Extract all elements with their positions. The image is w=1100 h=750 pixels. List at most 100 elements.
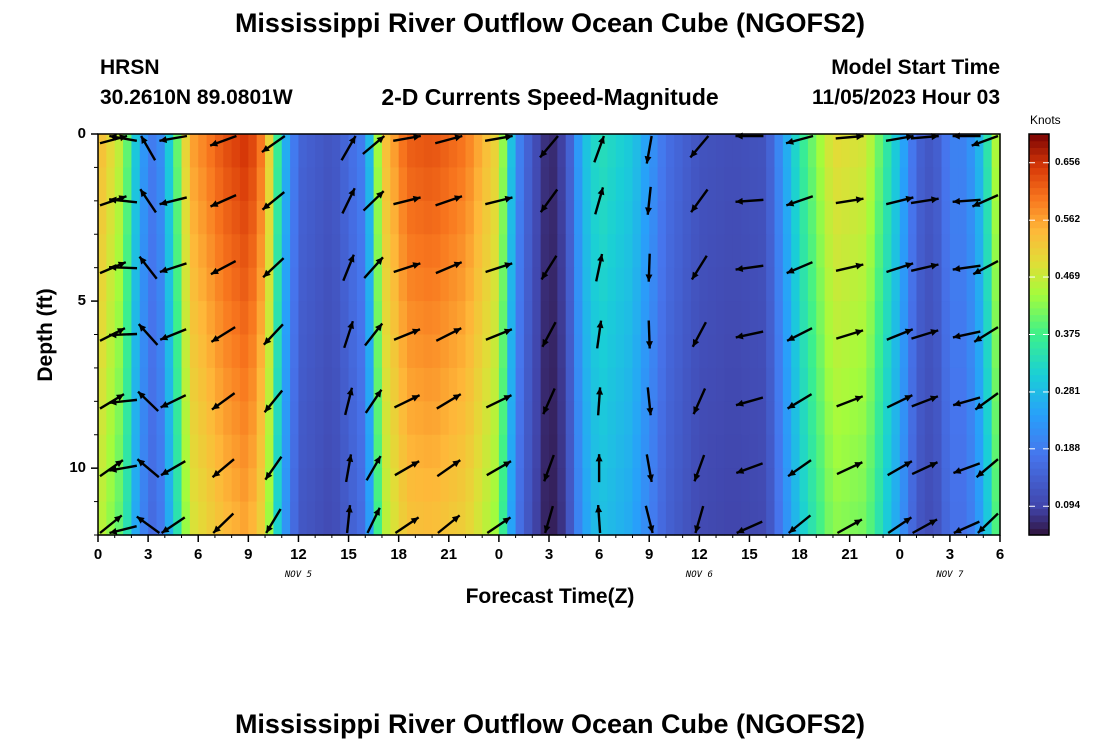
heatmap-cell [432,301,442,336]
current-vector-head [210,267,219,275]
heatmap-cell [298,267,308,302]
heatmap-cell [214,401,224,436]
heatmap-cell [281,501,291,536]
heatmap-cell [649,434,659,469]
heatmap-cell [599,367,609,402]
heatmap-cell [365,401,375,436]
heatmap-cell [816,401,826,436]
current-vector-head [138,391,146,400]
heatmap-cell [949,468,959,503]
heatmap-cell [373,200,383,235]
heatmap-cell [607,501,617,536]
heatmap-cell [749,167,759,202]
colorbar-tick-label: 0.562 [1055,214,1081,226]
colorbar-segment [1029,341,1049,349]
heatmap-cell [782,501,792,536]
heatmap-cell [206,367,216,402]
heatmap-cell [214,334,224,369]
colorbar-segment [1029,508,1049,516]
heatmap-cell [114,167,124,202]
heatmap-cell [173,501,183,536]
current-vector-head [136,516,145,524]
heatmap-cell [407,301,416,336]
heatmap-cell [448,468,458,503]
heatmap-cell [841,468,851,503]
heatmap-cell [123,501,133,536]
heatmap-cell [532,501,542,536]
colorbar-segment [1029,154,1049,162]
heatmap-cell [615,434,625,469]
x-tick-label: 0 [895,546,904,563]
heatmap-cell [924,267,934,302]
heatmap-cell [515,267,525,302]
heatmap-cell [532,200,542,235]
current-vector-head [348,136,356,144]
heatmap-cell [807,200,817,235]
heatmap-cell [490,434,500,469]
heatmap-cell [432,167,442,202]
heatmap-cell [841,134,851,169]
current-vector-head [905,133,914,141]
heatmap-cell [974,501,984,536]
heatmap-cell [665,434,675,469]
heatmap-cell [273,167,283,202]
heatmap-cell [674,434,684,469]
current-vector-head [109,263,117,271]
heatmap-cell [356,301,366,336]
heatmap-cell [223,334,233,369]
heatmap-cell [716,234,725,269]
current-vector-head [116,328,125,335]
heatmap-cell [916,468,926,503]
heatmap-cell [858,468,867,503]
colorbar-segment [1029,408,1049,416]
heatmap-cell [732,367,742,402]
heatmap-cell [782,234,792,269]
heatmap-cell [791,301,801,336]
heatmap-cell [724,134,734,169]
heatmap-cell [966,468,976,503]
heatmap-cell [248,501,258,536]
heatmap-cell [707,434,717,469]
heatmap-cell [148,367,158,402]
heatmap-cell [866,501,876,536]
heatmap-cell [457,468,467,503]
heatmap-cell [290,267,300,302]
heatmap-cell [390,468,400,503]
heatmap-cell [966,134,976,169]
heatmap-cell [782,167,792,202]
heatmap-cell [858,301,867,336]
heatmap-cell [615,468,625,503]
heatmap-cell [206,301,216,336]
heatmap-cell [381,434,391,469]
heatmap-cell [532,468,542,503]
heatmap-cell [239,167,249,202]
heatmap-cell [381,134,391,169]
heatmap-cell [799,167,809,202]
heatmap-cell [473,334,483,369]
heatmap-cell [607,267,617,302]
heatmap-cell [290,234,300,269]
heatmap-cell [549,468,558,503]
heatmap-cell [457,501,467,536]
heatmap-cell [991,301,1001,336]
heatmap-cell [390,167,400,202]
heatmap-cell [173,301,183,336]
current-vector-head [109,331,117,339]
heatmap-cell [724,401,734,436]
heatmap-cell [156,501,166,536]
heatmap-cell [515,367,525,402]
heatmap-cell [331,501,341,536]
heatmap-cell [540,367,550,402]
heatmap-cell [766,134,776,169]
heatmap-cell [690,234,700,269]
heatmap-cell [624,501,634,536]
heatmap-cell [615,401,625,436]
heatmap-cell [791,134,801,169]
current-vector-head [262,202,271,210]
heatmap-cell [883,301,893,336]
heatmap-cell [348,468,358,503]
heatmap-cell [908,367,918,402]
heatmap-cell [858,167,867,202]
heatmap-cell [198,501,208,536]
heatmap-cell [265,134,274,169]
